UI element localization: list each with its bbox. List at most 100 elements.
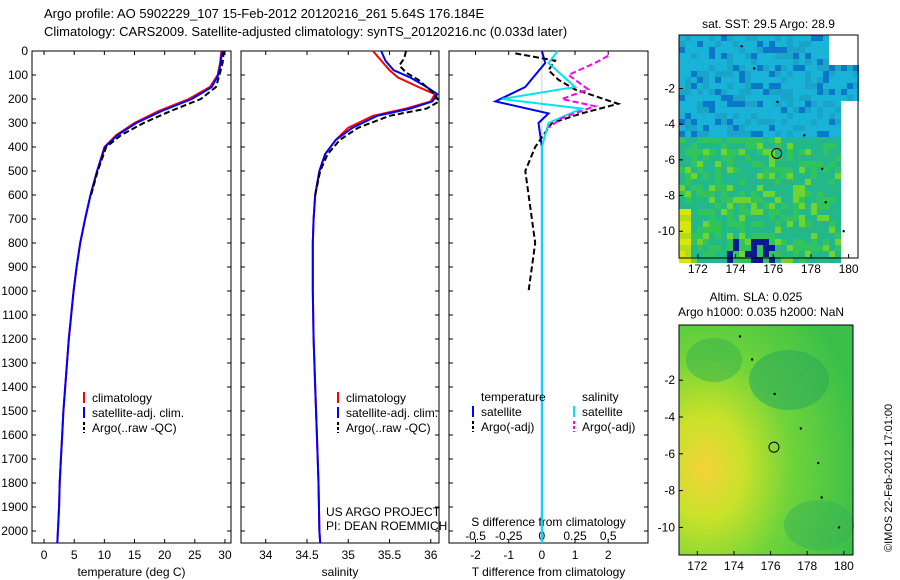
sst-cell [763, 221, 769, 227]
sst-cell [781, 251, 787, 257]
sst-cell [781, 137, 787, 143]
sst-cell [805, 77, 811, 83]
sst-cell [685, 155, 691, 161]
sst-cell [817, 125, 823, 131]
sst-cell [799, 83, 805, 89]
sst-cell [685, 209, 691, 215]
sst-cell [817, 89, 823, 95]
sst-cell [709, 53, 715, 59]
sst-cell [697, 131, 703, 137]
sst-cell [721, 53, 727, 59]
sst-cell [763, 101, 769, 107]
sst-cell [709, 107, 715, 113]
sst-cell [781, 227, 787, 233]
map-y-tick-label: -6 [664, 447, 675, 461]
sst-cell [685, 131, 691, 137]
sst-cell [685, 179, 691, 185]
sst-cell [721, 197, 727, 203]
sst-cell [721, 239, 727, 245]
map-x-tick-label: 176 [763, 262, 783, 276]
sst-cell [721, 125, 727, 131]
sst-cell [823, 53, 829, 59]
sst-cell [781, 215, 787, 221]
sst-cell [763, 209, 769, 215]
sst-cell [799, 209, 805, 215]
sst-cell [727, 161, 733, 167]
sst-argo-marker [771, 147, 783, 159]
sst-cell [697, 47, 703, 53]
x-tick-label: 35 [342, 548, 356, 562]
sst-cell [721, 83, 727, 89]
sst-cell [709, 95, 715, 101]
sst-cell [847, 53, 853, 59]
sst-cell [739, 101, 745, 107]
sst-cell [703, 65, 709, 71]
sst-cell [799, 203, 805, 209]
sst-cell [841, 221, 847, 227]
sst-cell [739, 71, 745, 77]
sst-cell [739, 167, 745, 173]
sst-cell [715, 71, 721, 77]
sst-cell [775, 41, 781, 47]
sst-cell [697, 197, 703, 203]
sst-cell [697, 257, 703, 263]
x-top-tick-label: 0.5 [600, 529, 617, 543]
sst-cell [697, 161, 703, 167]
sst-cell [763, 173, 769, 179]
sst-cell [781, 71, 787, 77]
sst-cell [679, 185, 685, 191]
sst-cell [853, 179, 859, 185]
sst-cell [793, 47, 799, 53]
sst-cell [805, 233, 811, 239]
sst-cell [751, 113, 757, 119]
sst-cell [787, 47, 793, 53]
sst-cell [691, 149, 697, 155]
sst-cell [739, 83, 745, 89]
sst-cell [715, 161, 721, 167]
sst-cell [811, 185, 817, 191]
sst-cell [703, 113, 709, 119]
sst-cell [811, 251, 817, 257]
sst-cell [799, 95, 805, 101]
sst-cell [811, 131, 817, 137]
sst-cell [751, 137, 757, 143]
sst-cell [817, 101, 823, 107]
x-axis-label: salinity [322, 565, 359, 579]
sst-cell [817, 185, 823, 191]
sst-cell [781, 149, 787, 155]
sst-cell [751, 53, 757, 59]
sst-cell [679, 59, 685, 65]
sst-cell [721, 185, 727, 191]
sst-cell [739, 149, 745, 155]
sst-cell [805, 167, 811, 173]
sst-cell [805, 41, 811, 47]
sst-cell [829, 119, 835, 125]
sst-cell [775, 167, 781, 173]
sst-cell [841, 251, 847, 257]
sst-cell [763, 245, 769, 251]
sst-cell [727, 167, 733, 173]
sst-cell [679, 191, 685, 197]
sst-cell [799, 77, 805, 83]
sal-legend-label: Argo(..raw -QC) [346, 421, 431, 435]
sst-cell [757, 167, 763, 173]
sst-cell [811, 65, 817, 71]
sst-cell [751, 167, 757, 173]
sst-cell [727, 173, 733, 179]
panel-frame-2 [240, 50, 440, 544]
sst-cell [751, 215, 757, 221]
sst-cell [703, 143, 709, 149]
sst-cell [799, 161, 805, 167]
sst-cell [841, 191, 847, 197]
sst-track-dot [821, 167, 824, 170]
sst-cell [709, 173, 715, 179]
sst-cell [835, 65, 841, 71]
sst-cell [751, 47, 757, 53]
sst-cell [823, 137, 829, 143]
x-tick-label: 15 [128, 548, 142, 562]
sst-cell [709, 149, 715, 155]
sst-cell [685, 185, 691, 191]
sst-cell [733, 131, 739, 137]
sst-cell [703, 89, 709, 95]
sst-cell [751, 77, 757, 83]
